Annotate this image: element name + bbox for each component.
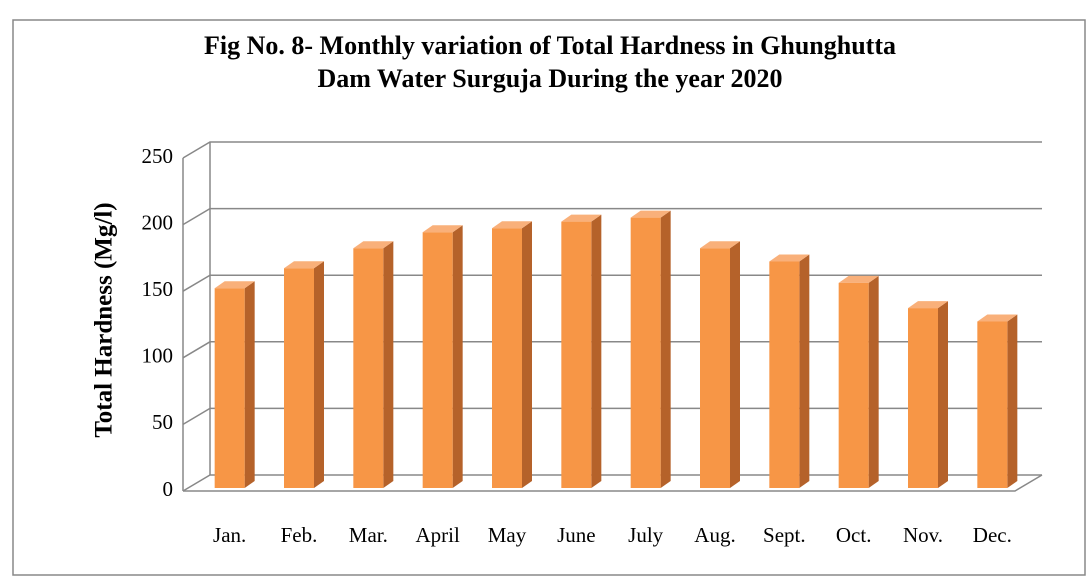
bar-front [977, 321, 1008, 488]
bar [630, 210, 671, 488]
x-tick-label: May [488, 523, 527, 547]
bar-side [1007, 314, 1018, 488]
bar-front [908, 308, 938, 488]
y-axis-title: Total Hardness (Mg/l) [91, 202, 118, 437]
bar [977, 314, 1018, 488]
bar-front [838, 282, 869, 488]
floor-edge [183, 474, 1043, 492]
bar-front [630, 217, 661, 488]
grid-line [182, 341, 1042, 359]
x-tick-label: June [557, 523, 596, 547]
bar-front [353, 248, 384, 488]
bar [214, 281, 255, 488]
bar-top [700, 241, 740, 249]
bar-top [977, 314, 1018, 322]
x-tick-label: Jan. [213, 523, 246, 547]
bar-front [284, 268, 314, 488]
bar-side [244, 281, 255, 488]
grid-line [182, 474, 1042, 492]
bar-front [561, 221, 592, 488]
bar [492, 221, 532, 488]
bar [838, 275, 879, 488]
y-tick-label: 0 [163, 477, 174, 501]
bar-top [908, 301, 948, 309]
bar-front [769, 261, 800, 488]
bar [284, 261, 324, 488]
bar-side [868, 275, 879, 488]
chart-title: Fig No. 8- Monthly variation of Total Ha… [204, 31, 896, 60]
bar-side [660, 210, 671, 488]
bar [908, 301, 948, 488]
x-tick-label: Aug. [694, 523, 735, 547]
chart-frame [12, 19, 1086, 576]
y-tick-label: 100 [142, 344, 174, 368]
bar [769, 254, 810, 488]
chart-title: Dam Water Surguja During the year 2020 [317, 64, 782, 93]
bar [422, 225, 463, 489]
bar-top [630, 210, 671, 218]
bar-side [591, 214, 602, 488]
bar-side [522, 221, 532, 488]
bar-top [838, 275, 879, 283]
bar-top [422, 225, 463, 233]
x-tick-label: Sept. [763, 523, 806, 547]
bar-front [700, 248, 730, 488]
x-tick-label: Nov. [903, 523, 943, 547]
x-tick-label: April [416, 523, 460, 547]
bar-side [938, 301, 948, 488]
bar-side [799, 254, 810, 488]
bar-top [561, 214, 602, 222]
bar-side [730, 241, 740, 488]
bar-side [383, 241, 394, 488]
y-tick-label: 50 [152, 410, 173, 434]
bar-top [769, 254, 810, 262]
bar-top [353, 241, 394, 249]
bar [700, 241, 740, 488]
bar-top [492, 221, 532, 229]
x-tick-label: Mar. [349, 523, 388, 547]
bar-top [214, 281, 255, 289]
x-tick-label: Feb. [281, 523, 318, 547]
x-tick-label: July [628, 523, 664, 547]
grid-line [182, 274, 1042, 292]
y-tick-label: 250 [142, 144, 174, 168]
bar-front [492, 228, 522, 488]
x-tick-label: Dec. [973, 523, 1012, 547]
bar-front [214, 288, 245, 488]
y-tick-label: 150 [142, 277, 174, 301]
grid-line [182, 207, 1042, 226]
x-tick-label: Oct. [836, 523, 872, 547]
bar-side [452, 225, 463, 489]
bar-front [422, 232, 453, 488]
bar [561, 214, 602, 488]
bar-top [284, 261, 324, 269]
y-tick-label: 200 [142, 210, 174, 234]
bar-side [314, 261, 324, 488]
grid-line [182, 407, 1042, 426]
bar [353, 241, 394, 488]
grid-line [182, 141, 1042, 159]
